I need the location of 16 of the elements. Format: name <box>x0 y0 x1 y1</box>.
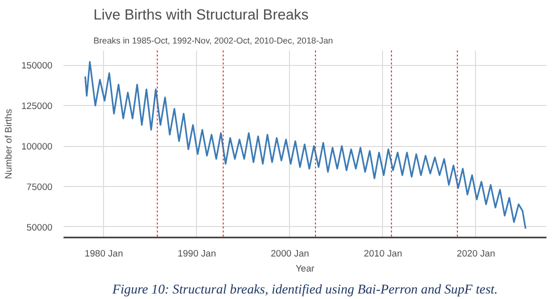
chart-title: Live Births with Structural Breaks <box>94 8 309 24</box>
x-tick-label: 2000 Jan <box>270 248 310 258</box>
x-tick-label: 1990 Jan <box>178 248 216 258</box>
caption: Figure 10: Structural breaks, identified using Bai-Perron and SupF test. <box>111 282 498 296</box>
y-tick-label: 75000 <box>26 182 53 192</box>
line-series <box>84 61 526 230</box>
y-tick-label: 50000 <box>26 222 53 232</box>
x-tick-label: 1980 Jan <box>84 248 124 258</box>
y-axis-title: Number of Births <box>3 108 14 179</box>
y-tick-label: 125000 <box>21 101 53 112</box>
x-tick-label: 2020 Jan <box>456 248 496 258</box>
y-tick-label: 100000 <box>21 142 53 152</box>
chart-subtitle: Breaks in 1985-Oct, 1992-Nov, 2002-Oct, 2010-Dec, 2018-Jan <box>94 36 334 46</box>
y-tick-label: 150000 <box>21 60 53 71</box>
x-tick-label: 2010 Jan <box>364 248 402 258</box>
x-axis-title: Year <box>296 264 314 274</box>
